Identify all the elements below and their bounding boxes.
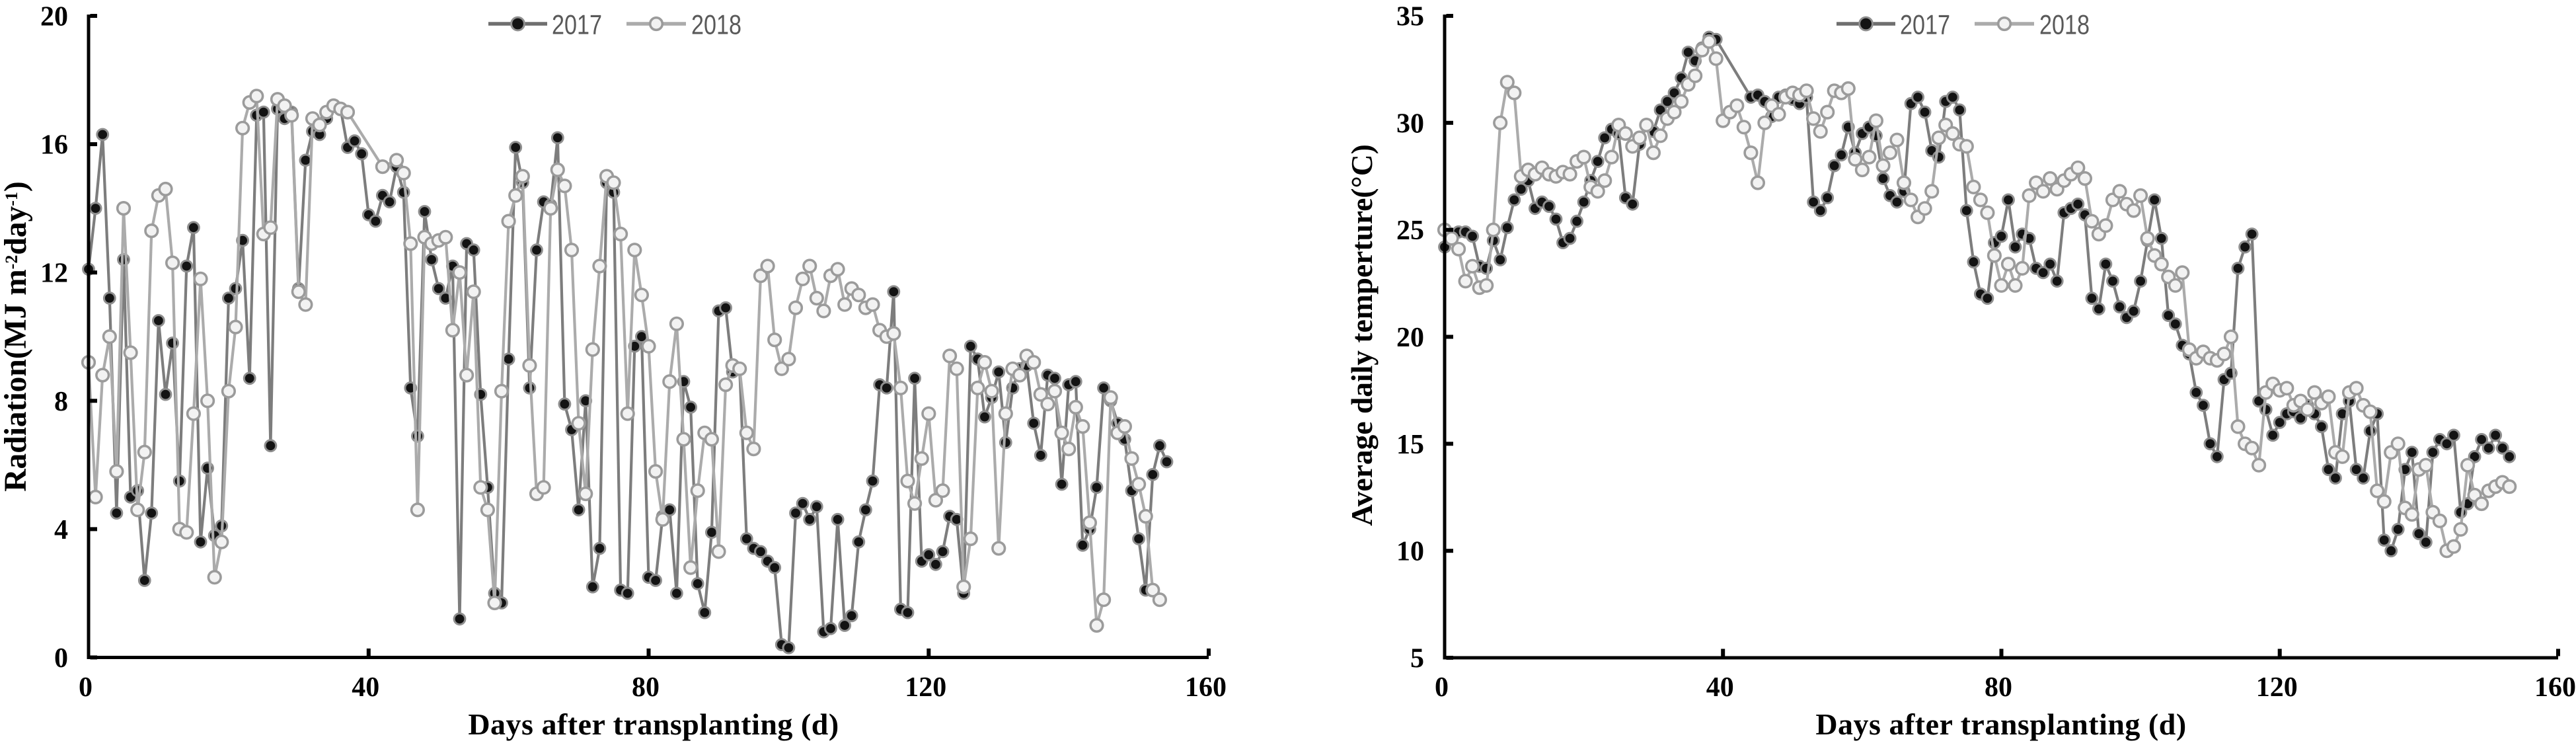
svg-text:20: 20 <box>1396 323 1424 353</box>
svg-text:2018: 2018 <box>691 9 741 40</box>
svg-text:160: 160 <box>1185 672 1227 703</box>
svg-text:Days after transplanting (d): Days after transplanting (d) <box>468 707 839 741</box>
svg-text:80: 80 <box>632 672 660 703</box>
svg-text:0: 0 <box>1435 672 1449 703</box>
svg-text:Average daily temperture(°C): Average daily temperture(°C) <box>1345 144 1379 526</box>
svg-text:5: 5 <box>1410 644 1424 674</box>
svg-text:2017: 2017 <box>1900 9 1950 40</box>
svg-text:120: 120 <box>2256 672 2298 703</box>
svg-text:10: 10 <box>1396 537 1424 567</box>
svg-text:15: 15 <box>1396 430 1424 460</box>
svg-text:120: 120 <box>905 672 946 703</box>
svg-text:80: 80 <box>1985 672 2012 703</box>
svg-text:160: 160 <box>2534 672 2576 703</box>
svg-text:20: 20 <box>40 2 68 32</box>
svg-text:16: 16 <box>40 130 68 161</box>
svg-text:40: 40 <box>352 672 379 703</box>
svg-text:0: 0 <box>54 643 68 674</box>
svg-text:30: 30 <box>1396 108 1424 139</box>
svg-text:25: 25 <box>1396 216 1424 246</box>
svg-text:35: 35 <box>1396 2 1424 32</box>
svg-text:4: 4 <box>54 515 68 545</box>
svg-text:Days after transplanting (d): Days after transplanting (d) <box>1815 707 2186 741</box>
svg-text:40: 40 <box>1706 672 1734 703</box>
svg-text:8: 8 <box>54 387 68 417</box>
svg-text:0: 0 <box>79 672 93 703</box>
svg-text:Radiation(MJ m-2day-1): Radiation(MJ m-2day-1) <box>0 181 33 492</box>
svg-text:2017: 2017 <box>552 9 602 40</box>
svg-text:12: 12 <box>40 258 68 289</box>
svg-text:2018: 2018 <box>2039 9 2090 40</box>
